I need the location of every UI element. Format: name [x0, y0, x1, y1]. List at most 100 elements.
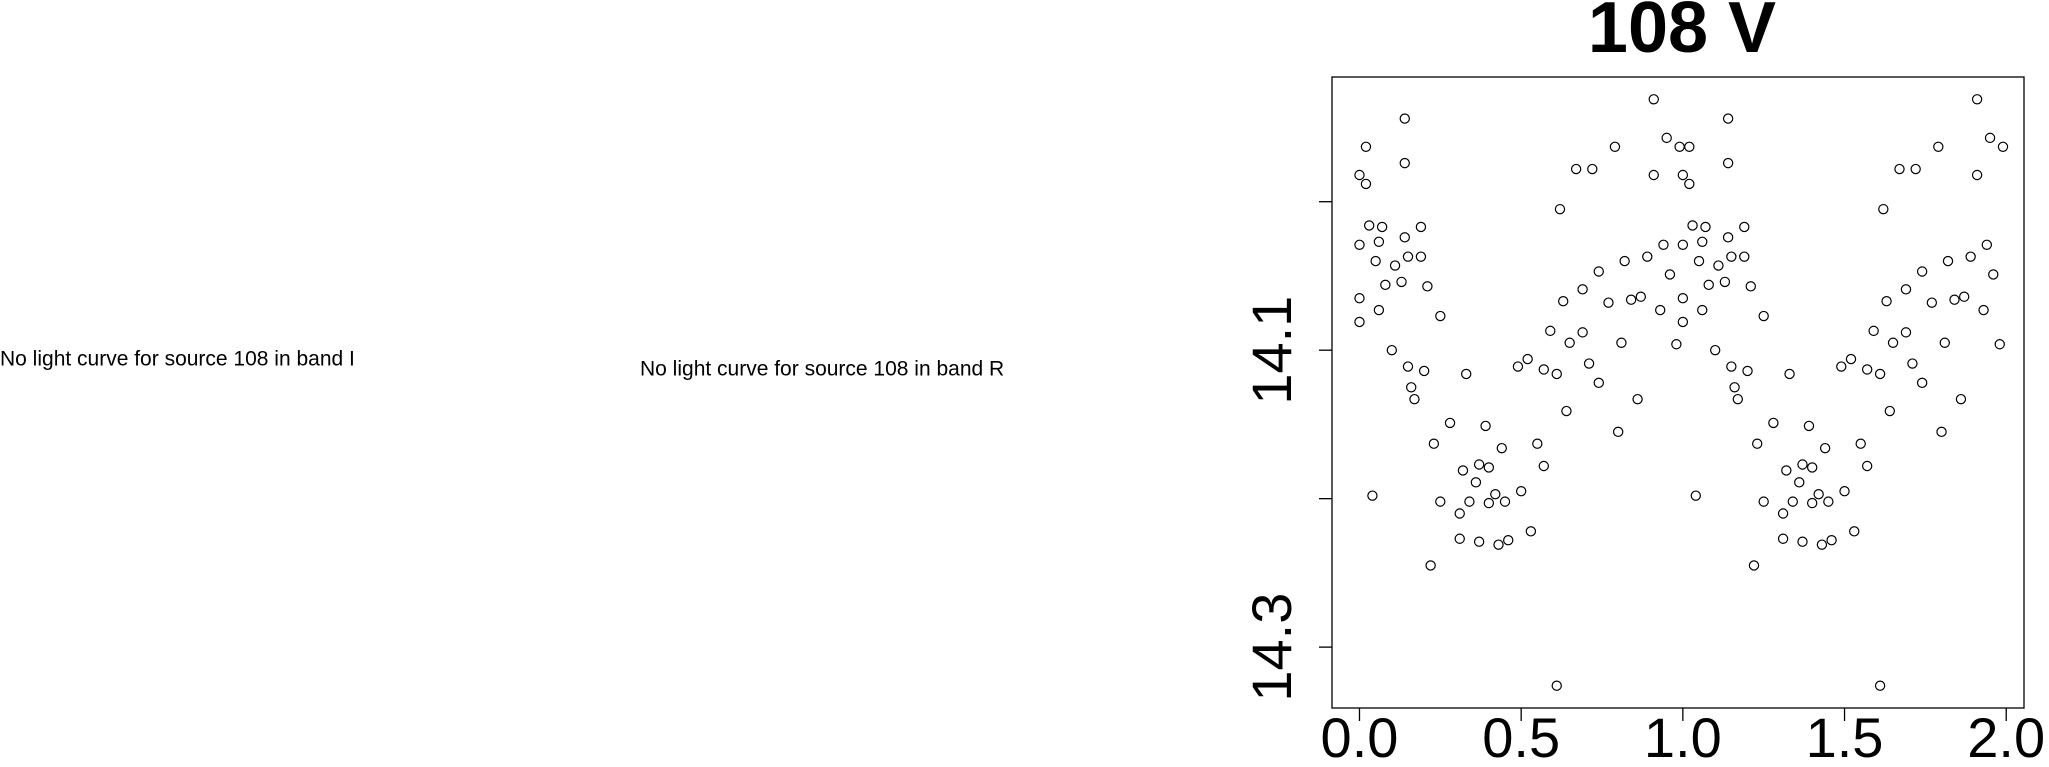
point: [1942, 255, 1954, 267]
message: No light curve for source 108 in band R: [640, 358, 1004, 381]
point: [1719, 276, 1731, 288]
point: [1797, 459, 1808, 470]
point: [1700, 221, 1711, 233]
point: [1558, 295, 1569, 307]
chart-title: 108 V: [1588, 0, 1776, 68]
point: [1376, 221, 1388, 233]
x-tick-label: 0.5: [1482, 706, 1560, 767]
point: [1435, 496, 1446, 507]
point: [1386, 344, 1398, 356]
point: [1806, 462, 1818, 473]
point: [1933, 141, 1944, 152]
point: [1819, 442, 1831, 454]
point: [1836, 361, 1847, 372]
point: [1861, 460, 1873, 472]
point: [1415, 251, 1427, 262]
point: [1949, 294, 1960, 305]
point: [1722, 232, 1734, 243]
point: [1971, 94, 1983, 105]
plot-frame: [1331, 76, 2025, 709]
point: [1748, 560, 1760, 571]
point: [1729, 382, 1740, 393]
point: [1881, 295, 1892, 307]
point: [1406, 382, 1417, 393]
point: [1593, 266, 1604, 277]
point: [1444, 417, 1456, 429]
point: [1674, 141, 1685, 152]
point: [1658, 239, 1669, 250]
point: [1697, 304, 1708, 316]
y-tick-label: 14.1: [1240, 296, 1303, 405]
point: [1758, 310, 1769, 322]
point: [1900, 327, 1912, 338]
point: [1671, 339, 1682, 350]
point: [1684, 178, 1695, 190]
point: [1619, 255, 1630, 267]
point: [1894, 163, 1905, 175]
point: [1855, 438, 1866, 449]
point: [1609, 141, 1621, 152]
point: [1360, 178, 1372, 190]
point: [1939, 337, 1950, 348]
point: [1422, 281, 1433, 292]
point: [1473, 459, 1485, 470]
point: [1532, 438, 1543, 449]
point: [1697, 236, 1708, 248]
point: [1632, 393, 1643, 405]
point: [1503, 535, 1514, 546]
point: [1480, 420, 1491, 432]
point: [1554, 203, 1566, 215]
point: [1483, 497, 1495, 509]
point: [1593, 377, 1604, 389]
point: [1425, 560, 1436, 571]
point: [1389, 260, 1401, 271]
point: [1409, 393, 1420, 405]
x-tick-label: 1.0: [1644, 706, 1722, 767]
point: [1709, 344, 1721, 356]
point: [1726, 361, 1737, 372]
point: [1684, 141, 1695, 152]
point: [1454, 533, 1465, 544]
point: [1648, 169, 1659, 181]
point: [1661, 132, 1672, 144]
point: [1794, 477, 1805, 488]
point: [1687, 220, 1698, 231]
point: [1370, 255, 1381, 267]
point: [1402, 361, 1414, 372]
point: [1693, 255, 1705, 267]
point: [1874, 680, 1886, 691]
point: [1460, 368, 1472, 380]
point: [1884, 405, 1896, 417]
point: [1784, 368, 1795, 380]
point: [1994, 339, 2005, 350]
point: [1515, 486, 1527, 497]
point: [1722, 113, 1734, 124]
point: [1803, 420, 1815, 432]
point: [1415, 221, 1427, 233]
point: [1399, 157, 1410, 169]
point: [1868, 325, 1879, 337]
point: [1561, 405, 1572, 417]
point: [1399, 113, 1410, 124]
point: [1677, 239, 1689, 250]
point: [1745, 281, 1756, 292]
y-tick-label: 14.3: [1240, 593, 1303, 702]
point: [1732, 393, 1744, 405]
point: [1570, 163, 1582, 175]
point: [1367, 490, 1378, 501]
point: [1648, 94, 1659, 105]
point: [1577, 327, 1588, 338]
point: [1997, 141, 2009, 152]
point: [1583, 358, 1595, 369]
point: [1677, 169, 1689, 181]
point: [1965, 251, 1976, 262]
point: [1525, 526, 1537, 537]
point: [1603, 297, 1614, 308]
point: [1418, 365, 1430, 377]
point: [1777, 533, 1789, 544]
point: [1826, 535, 1837, 546]
point: [1742, 365, 1753, 377]
point: [1955, 393, 1967, 405]
point: [1900, 284, 1912, 295]
point: [1845, 353, 1857, 365]
